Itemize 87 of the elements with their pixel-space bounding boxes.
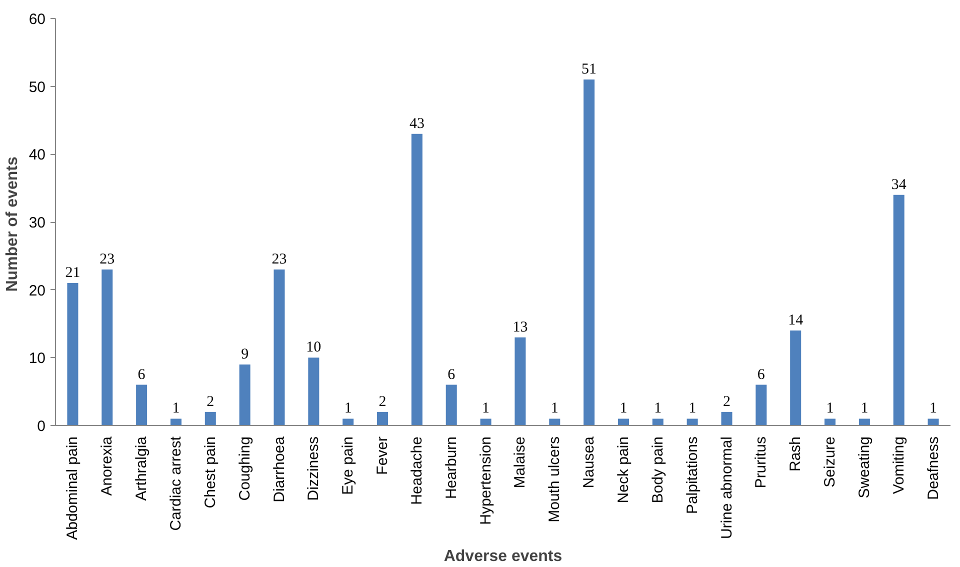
bar xyxy=(136,384,148,426)
x-tick-label: Nausea xyxy=(580,436,598,488)
bar xyxy=(342,418,354,426)
bar xyxy=(446,384,457,426)
y-tick-label: 10 xyxy=(28,350,46,368)
data-label: 6 xyxy=(138,366,146,383)
x-tick-label: Dizziness xyxy=(305,436,322,501)
bar xyxy=(928,418,939,426)
bar xyxy=(377,412,388,426)
bar xyxy=(549,418,560,426)
x-tick-label: Palpitations xyxy=(684,436,701,514)
x-tick-label: Anorexia xyxy=(98,436,116,496)
x-tick-label: Eye pain xyxy=(340,436,357,495)
bar xyxy=(514,337,526,426)
data-label: 2 xyxy=(206,394,214,410)
data-label: 43 xyxy=(409,116,424,132)
x-tick-label: Abdominal pain xyxy=(64,436,82,540)
x-tick-label: Fever xyxy=(374,436,392,475)
data-label: 1 xyxy=(930,400,938,417)
x-tick-label: Diarrhoea xyxy=(270,436,288,502)
y-tick-label: 20 xyxy=(28,282,46,300)
x-tick-label: Urine abnormal xyxy=(718,436,736,540)
bar xyxy=(411,134,422,426)
y-tick-label: 30 xyxy=(28,214,46,232)
y-axis-title: Number of events xyxy=(4,156,21,292)
data-label: 51 xyxy=(582,62,597,78)
data-label: 2 xyxy=(723,394,730,410)
data-label: 23 xyxy=(100,251,115,268)
data-label: 6 xyxy=(448,366,456,383)
data-label: 1 xyxy=(860,400,868,417)
x-tick-label: Rash xyxy=(787,436,804,472)
bar xyxy=(102,269,113,426)
x-tick-label: Headache xyxy=(408,436,426,505)
bar xyxy=(67,283,78,426)
data-label: 23 xyxy=(272,251,287,268)
x-tick-label: Neck pain xyxy=(614,436,632,504)
bar xyxy=(721,412,732,426)
bar xyxy=(756,384,767,426)
data-label: 6 xyxy=(757,366,766,383)
bar xyxy=(239,364,250,426)
data-label: 1 xyxy=(688,400,696,417)
bar xyxy=(686,418,698,426)
bar xyxy=(584,80,595,426)
x-tick-label: Arthralgia xyxy=(133,436,150,501)
data-label: 14 xyxy=(788,312,804,329)
data-label: 1 xyxy=(620,400,628,417)
data-label: 9 xyxy=(241,346,249,362)
bar xyxy=(308,358,320,426)
bar xyxy=(170,418,182,426)
x-tick-label: Cardiac arrest xyxy=(167,436,184,531)
data-label: 1 xyxy=(344,400,352,417)
x-tick-label: Hypertension xyxy=(477,436,494,525)
x-tick-label: Chest pain xyxy=(202,436,219,508)
bar xyxy=(274,269,285,426)
data-label: 1 xyxy=(654,400,662,417)
data-label: 1 xyxy=(482,400,490,417)
y-tick-label: 60 xyxy=(28,11,46,28)
data-label: 34 xyxy=(891,176,907,193)
bar xyxy=(824,418,836,426)
data-label: 21 xyxy=(65,265,80,282)
x-axis-title: Adverse events xyxy=(444,548,562,565)
x-tick-label: Hearburn xyxy=(442,436,460,500)
data-label: 1 xyxy=(826,400,834,417)
x-tick-label: Body pain xyxy=(649,436,666,504)
y-tick-label: 40 xyxy=(28,146,46,164)
x-tick-label: Coughing xyxy=(236,436,254,501)
bar xyxy=(204,412,216,426)
bar xyxy=(652,418,664,426)
data-label: 2 xyxy=(378,394,386,410)
bar xyxy=(790,330,802,426)
bar xyxy=(893,194,904,426)
x-tick-label: Sweating xyxy=(856,436,873,498)
bar xyxy=(480,418,492,426)
x-tick-label: Malaise xyxy=(512,436,529,488)
bar xyxy=(618,418,629,426)
bar xyxy=(858,418,870,426)
x-tick-label: Deafness xyxy=(924,436,942,500)
data-label: 13 xyxy=(512,319,528,336)
x-tick-label: Mouth ulcers xyxy=(546,436,564,522)
data-label: 1 xyxy=(550,400,558,417)
y-tick-label: 50 xyxy=(28,78,46,96)
x-tick-label: Pruritus xyxy=(752,436,770,488)
x-tick-label: Vomiting xyxy=(890,436,908,494)
data-label: 1 xyxy=(172,400,180,417)
data-label: 10 xyxy=(306,340,322,356)
x-tick-label: Seizure xyxy=(822,436,839,488)
y-tick-label: 0 xyxy=(37,418,46,435)
